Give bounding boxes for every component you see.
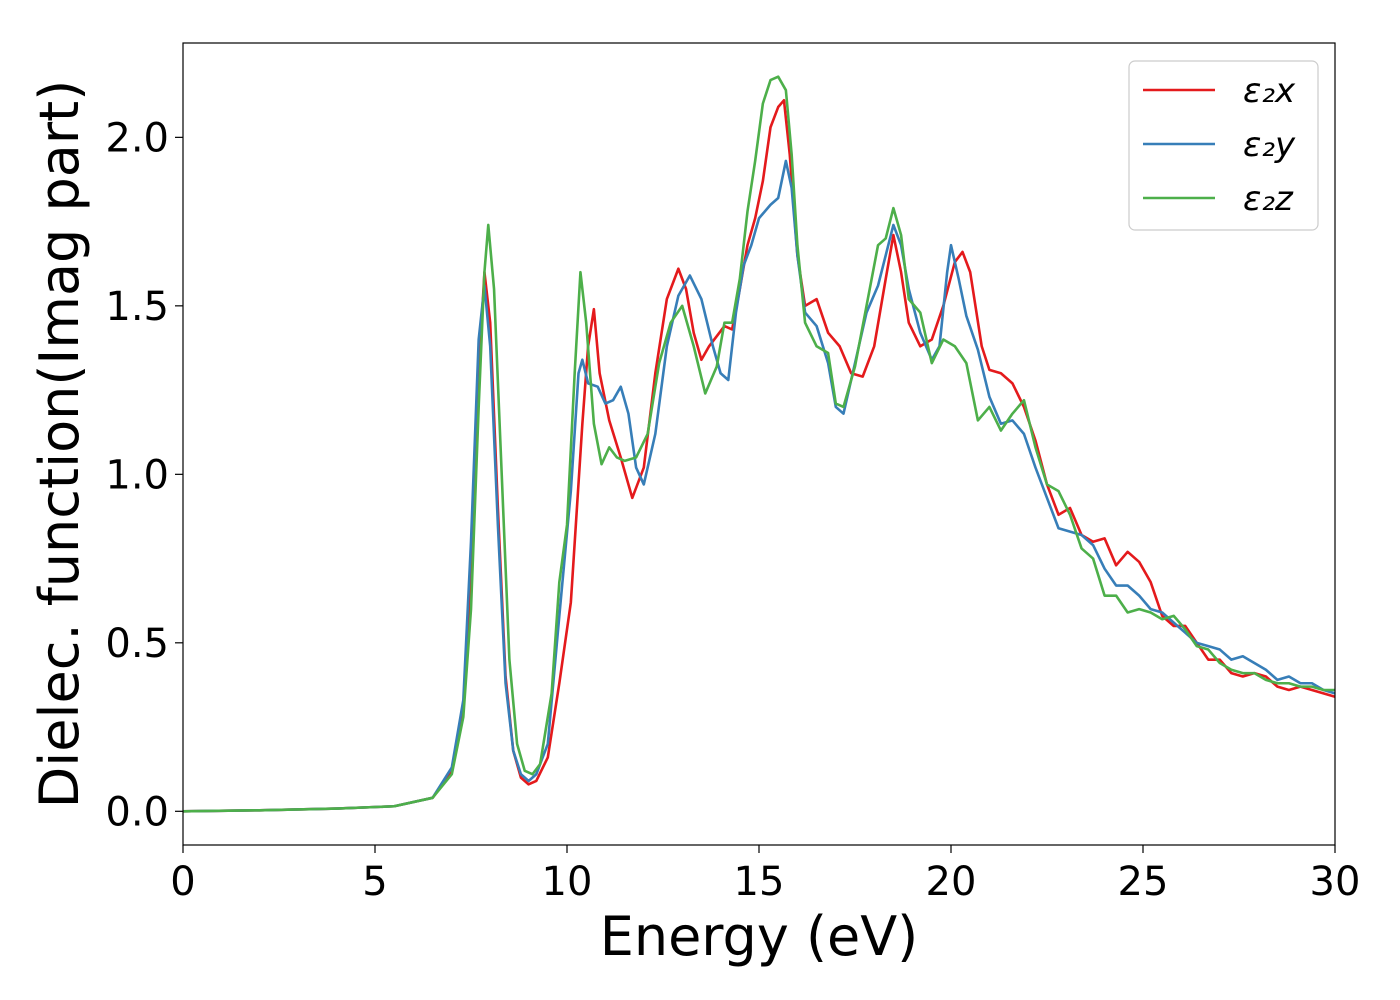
x-tick-label: 0 (170, 859, 195, 905)
series-line-3 (182, 75, 1335, 813)
series-layer (182, 75, 1336, 813)
x-axis-label: Energy (eV) (600, 905, 919, 968)
x-tick-label: 10 (542, 859, 593, 905)
x-tick-label: 15 (734, 859, 785, 905)
x-tick-label: 30 (1310, 859, 1361, 905)
y-tick-label: 1.5 (105, 284, 169, 330)
y-tick-label: 1.0 (105, 452, 169, 498)
series-line-2 (182, 159, 1336, 813)
x-tick-label: 20 (926, 859, 977, 905)
y-axis-label: Dielec. function(Imag part) (28, 80, 91, 809)
legend-box (1128, 60, 1319, 231)
x-axis: 0 5 10 15 20 25 30 (170, 845, 1360, 905)
legend-label-3: ε₂z (1243, 179, 1294, 219)
legend: ε₂x ε₂y ε₂z (1128, 60, 1319, 231)
y-tick-label: 0.0 (105, 789, 169, 835)
y-axis: 0.0 0.5 1.0 1.5 2.0 (105, 115, 183, 835)
series-line-1 (182, 98, 1336, 813)
legend-label-1: ε₂x (1243, 71, 1296, 111)
x-tick-label: 5 (362, 859, 387, 905)
y-tick-label: 2.0 (105, 115, 169, 161)
legend-label-2: ε₂y (1243, 125, 1296, 165)
x-tick-label: 25 (1118, 859, 1169, 905)
y-tick-label: 0.5 (105, 621, 169, 667)
